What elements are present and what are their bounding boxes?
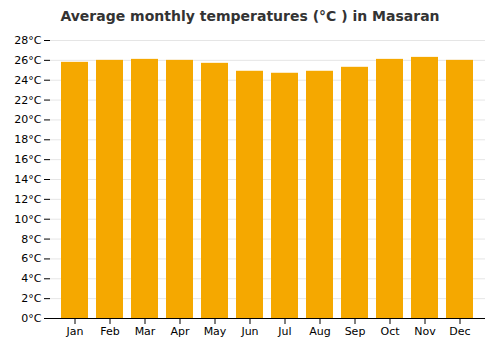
svg-text:Aug: Aug: [309, 325, 330, 338]
svg-text:May: May: [204, 325, 227, 338]
svg-text:Feb: Feb: [100, 325, 119, 338]
svg-text:16°C: 16°C: [14, 153, 41, 166]
svg-text:18°C: 18°C: [14, 133, 41, 146]
svg-text:22°C: 22°C: [14, 94, 41, 107]
svg-text:4°C: 4°C: [21, 272, 41, 285]
svg-text:Jul: Jul: [277, 325, 291, 338]
svg-text:2°C: 2°C: [21, 292, 41, 305]
svg-text:10°C: 10°C: [14, 213, 41, 226]
svg-text:Sep: Sep: [345, 325, 366, 338]
svg-text:28°C: 28°C: [14, 34, 41, 47]
svg-text:24°C: 24°C: [14, 74, 41, 87]
svg-text:Apr: Apr: [170, 325, 190, 338]
svg-text:Mar: Mar: [135, 325, 156, 338]
svg-text:14°C: 14°C: [14, 173, 41, 186]
svg-text:26°C: 26°C: [14, 54, 41, 67]
svg-text:8°C: 8°C: [21, 233, 41, 246]
svg-text:Dec: Dec: [449, 325, 470, 338]
svg-text:Oct: Oct: [380, 325, 400, 338]
svg-text:Jan: Jan: [66, 325, 84, 338]
svg-text:6°C: 6°C: [21, 252, 41, 265]
html-text:Average monthly temperatures (: Average monthly temperatures (°C ) in Ma…: [60, 8, 440, 24]
svg-text:0°C: 0°C: [21, 312, 41, 325]
svg-text:20°C: 20°C: [14, 113, 41, 126]
svg-text:Nov: Nov: [414, 325, 436, 338]
svg-text:Jun: Jun: [240, 325, 258, 338]
svg-text:12°C: 12°C: [14, 193, 41, 206]
